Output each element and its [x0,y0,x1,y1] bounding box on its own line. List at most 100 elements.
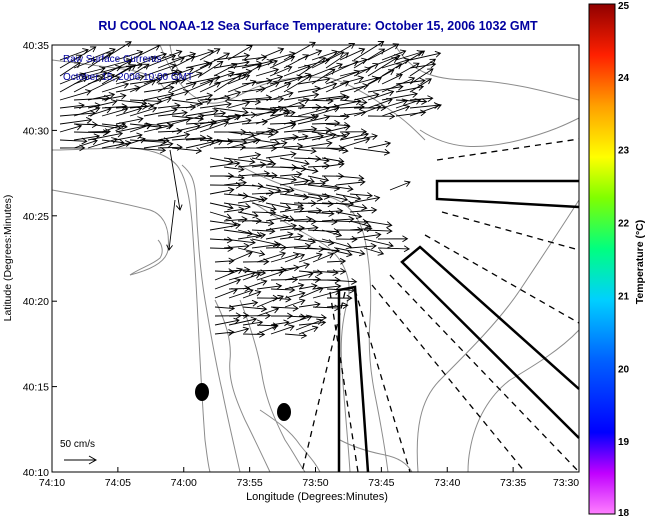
current-vector [199,120,230,133]
current-vector [255,47,285,61]
current-vector [223,179,247,187]
current-vector [311,49,339,61]
radar-footprint-lines [301,138,580,473]
current-vector [297,140,333,149]
current-vector [143,69,178,85]
current-vector [129,122,152,133]
current-vector [339,47,366,61]
current-vector [311,81,338,93]
current-vector [115,132,143,141]
current-vector [213,107,249,116]
current-vector [73,106,101,117]
current-vector [255,80,280,93]
current-vector [251,161,277,168]
current-vector [311,119,341,127]
current-vector [325,147,349,154]
current-vector [269,74,303,85]
current-vector [223,165,245,173]
current-vector [283,91,320,101]
current-vector [311,68,336,85]
current-vector [325,131,351,141]
y-axis-label: Latitude (Degrees:Minutes) [2,195,14,322]
current-vector [59,62,81,77]
current-vector [312,283,342,290]
current-vector [326,267,347,275]
current-vector [284,332,308,339]
current-vector [395,84,425,93]
current-vector [265,202,292,211]
current-vector [409,58,437,77]
current-vector [209,187,235,195]
current-vector [101,65,133,85]
buoy-marker-east [277,403,291,421]
current-vector [214,317,240,326]
colorbar-tick-label: 18 [618,508,630,518]
current-vector [339,98,368,106]
current-vector [237,217,262,225]
current-vector [325,94,350,101]
current-vector [325,98,362,109]
current-vector [265,222,298,231]
current-vector [321,247,353,258]
current-vector [349,192,373,199]
current-vector [293,193,324,202]
current-vector [326,257,347,265]
current-vector [409,61,437,69]
x-tick-label: 73:50 [302,477,328,489]
current-vector [59,54,83,69]
current-vector [349,242,377,250]
current-vector [143,96,172,109]
plot-area [52,45,579,472]
current-vector [353,147,391,156]
current-vector [228,326,250,335]
current-vector [284,271,314,281]
current-vector [73,58,97,69]
x-axis-ticks: 74:10 74:05 74:00 73:55 73:50 73:45 73:40 73:35… [39,467,580,489]
current-vector [228,312,250,319]
x-tick-label: 73:35 [500,477,526,489]
current-vector [283,113,317,121]
current-vector [279,233,304,240]
scale-label: 50 cm/s [60,439,95,450]
current-vector [367,97,393,109]
x-tick-label: 74:00 [171,477,197,489]
current-vector [307,200,334,208]
current-vector [298,252,323,263]
current-vector [87,128,111,135]
current-vector [381,57,411,69]
colorbar-tick-label: 19 [618,437,630,448]
current-vector [169,149,183,211]
y-tick-label: 40:10 [23,467,49,479]
current-vector [255,105,285,117]
current-vector [265,188,291,195]
current-vector [321,184,354,192]
current-vector [227,137,261,149]
current-vector [367,140,392,149]
current-vector [326,294,353,302]
current-vector [185,92,214,101]
current-vector [325,69,361,85]
current-vector [298,301,321,309]
current-vector [339,83,369,93]
current-vector [326,278,358,285]
current-vector [213,90,242,101]
current-vector [367,57,398,77]
current-vector [157,109,188,117]
current-vector [251,241,282,249]
current-vector [209,222,242,231]
colorbar-tick-label: 23 [618,146,630,157]
current-vector [298,286,324,299]
current-vector [297,97,334,105]
current-vector [283,54,310,69]
current-vector [312,252,335,263]
current-vector [237,247,266,257]
x-tick-label: 73:40 [434,477,460,489]
current-vector [101,82,130,93]
current-vector [228,299,259,308]
current-vector [157,49,183,61]
current-vector [256,269,284,281]
current-vector [367,69,395,85]
current-vector [311,105,340,117]
current-vector [335,226,364,234]
current-vector [214,329,235,336]
